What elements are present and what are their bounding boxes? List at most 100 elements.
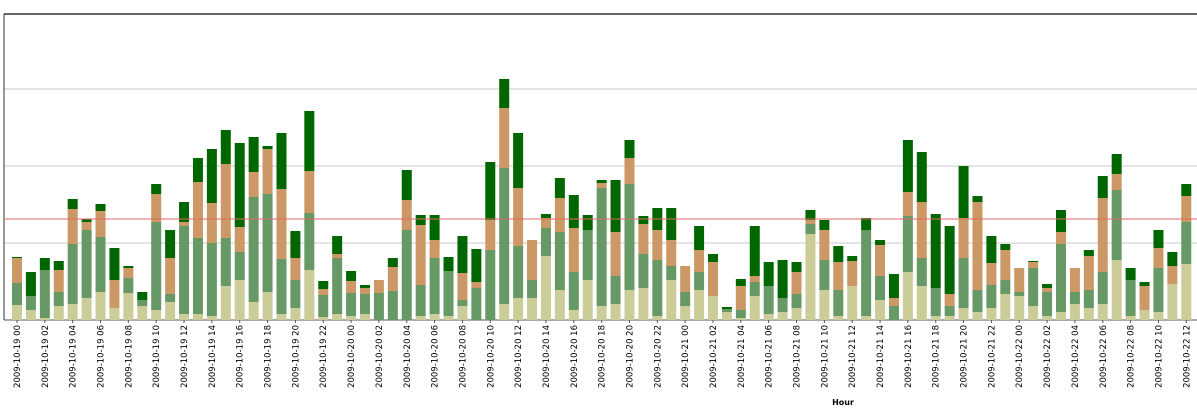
bar-segment [443,257,454,271]
x-tick-label: 2009-10-19 16 [236,325,246,388]
bar-segment [902,216,913,272]
bar-segment [1000,294,1011,320]
bar-segment [499,168,510,304]
bar-segment [53,270,64,292]
bar-segment [694,226,705,250]
bar-segment [429,258,440,314]
x-tick-label: 2009-10-20 16 [570,325,580,388]
bar-segment [360,288,370,294]
bar-segment [902,272,913,320]
bar-segment [318,281,329,289]
x-tick-label: 2009-10-21 20 [960,325,970,388]
bar-segment [401,230,412,320]
x-tick-label: 2009-10-22 12 [1182,325,1192,388]
bar-segment [694,272,705,290]
bar-segment [666,280,677,320]
bar-segment [749,296,760,320]
bar-segment [833,246,844,262]
bar-segment [1153,248,1164,268]
bar-segment [888,306,899,320]
bar-segment [805,234,816,320]
bar-segment [485,162,496,220]
bar-segment [53,261,64,270]
x-tick-label: 2009-10-19 08 [124,325,134,388]
bar-segment [888,274,899,298]
bar-segment [540,218,551,228]
bar-segment [276,259,287,314]
bar-segment [875,300,886,320]
bar-segment [234,227,245,252]
bar-segment [958,218,969,258]
bar-segment [902,140,913,192]
bar-segment [708,262,718,296]
bar-segment [109,308,120,320]
bar-segment [290,280,301,308]
bar-segment [777,312,788,320]
bar-segment [680,266,691,292]
bar-segment [972,202,983,290]
bar-segment [847,286,858,320]
x-tick-label: 2009-10-22 06 [1099,325,1109,388]
bar-segment [151,310,162,320]
bar-segment [721,312,732,320]
bar-segment [916,152,927,202]
bar-segment [861,230,872,316]
bar-segment [192,314,203,320]
x-tick-label: 2009-10-21 16 [904,325,914,388]
bar-segment [805,210,816,220]
bar-segment [206,149,217,203]
bar-segment [763,262,774,286]
bar-segment [39,270,50,318]
bar-segment [234,280,245,320]
bar-segment [499,304,510,320]
bar-segment [833,290,844,316]
bar-segment [1042,288,1053,292]
bar-segment [151,222,162,310]
bar-segment [972,290,983,312]
bar-segment [749,282,760,296]
bar-segment [429,215,440,240]
bar-segment [735,310,746,318]
bar-segment [137,300,148,306]
bar-segment [1167,266,1178,284]
bar-segment [1139,310,1150,320]
bar-segment [499,108,510,168]
bar-segment [165,302,176,320]
bar-segment [638,216,649,224]
bar-segment [694,290,705,320]
bar-segment [248,137,259,172]
bar-segment [554,198,565,232]
bar-segment [485,250,496,320]
bar-segment [847,261,858,286]
x-tick-label: 2009-10-19 06 [97,325,107,388]
bar-segment [1014,268,1025,292]
bar-segment [206,316,217,320]
bar-segment [582,230,593,280]
bar-segment [346,316,357,320]
bar-segment [457,236,468,273]
bar-segment [290,231,301,258]
bar-segment [568,228,579,272]
bar-segment [192,182,203,238]
x-tick-label: 2009-10-22 04 [1071,325,1081,388]
bar-segment [67,244,78,304]
bar-segment [332,254,343,258]
bar-segment [165,294,176,302]
bar-segment [192,238,203,314]
bar-segment [1000,250,1011,280]
bar-segment [791,308,802,320]
x-tick-label: 2009-10-20 14 [542,325,552,388]
bar-segment [415,316,426,320]
bar-segment [596,188,607,306]
bar-segment [694,250,705,272]
bar-segment [443,271,454,316]
bar-segment [763,314,774,320]
bar-segment [276,133,287,189]
bar-segment [346,293,357,316]
bar-segment [429,314,440,320]
bar-segment [875,245,886,276]
bar-segment [471,282,482,288]
bar-segment [318,289,329,295]
bar-segment [12,257,22,258]
bar-segment [666,266,677,280]
